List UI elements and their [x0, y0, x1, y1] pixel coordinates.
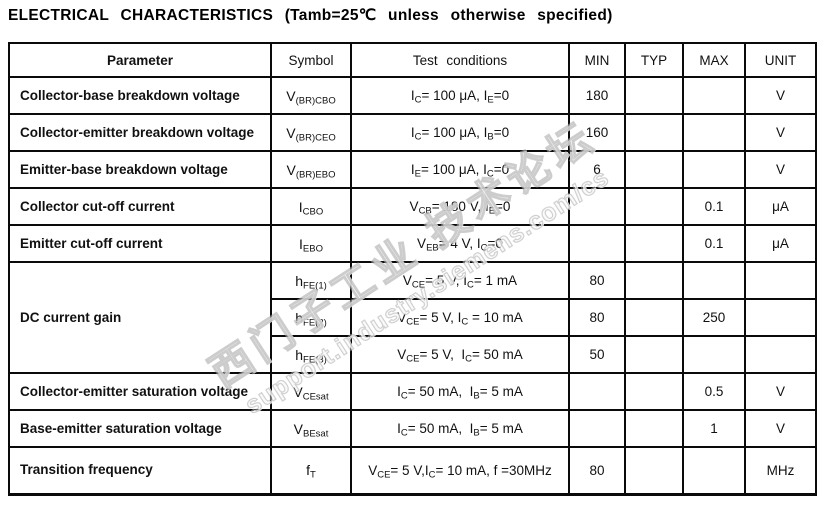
conditions-cell: IC= 100 μA, IE=0: [350, 76, 570, 115]
typ-cell: [624, 298, 684, 337]
max-cell: [682, 113, 746, 152]
conditions-cell: VCE= 5 V, IC= 1 mA: [350, 261, 570, 300]
min-cell: 50: [568, 335, 626, 374]
conditions-cell: IC= 50 mA, IB= 5 mA: [350, 409, 570, 448]
min-cell: [568, 187, 626, 226]
unit-cell: MHz: [744, 446, 817, 495]
symbol-cell: hFE(3): [270, 335, 352, 374]
parameter-cell: Collector-emitter breakdown voltage: [8, 113, 272, 152]
conditions-cell: VCE= 5 V,IC= 10 mA, f =30MHz: [350, 446, 570, 495]
typ-cell: [624, 113, 684, 152]
typ-cell: [624, 224, 684, 263]
min-cell: 80: [568, 298, 626, 337]
symbol-cell: VCEsat: [270, 372, 352, 411]
conditions-cell: IC= 50 mA, IB= 5 mA: [350, 372, 570, 411]
unit-cell: V: [744, 150, 817, 189]
col-header-parameter: Parameter: [8, 42, 272, 78]
max-cell: 0.1: [682, 224, 746, 263]
table-row: Base-emitter saturation voltage VBEsat I…: [8, 409, 817, 448]
unit-cell: V: [744, 113, 817, 152]
symbol-cell: VBEsat: [270, 409, 352, 448]
max-cell: 0.5: [682, 372, 746, 411]
symbol-cell: fT: [270, 446, 352, 495]
parameter-cell: DC current gain: [8, 261, 272, 374]
min-cell: 80: [568, 446, 626, 495]
typ-cell: [624, 76, 684, 115]
unit-cell: [744, 298, 817, 337]
min-cell: 6: [568, 150, 626, 189]
unit-cell: μA: [744, 187, 817, 226]
conditions-cell: IC= 100 μA, IB=0: [350, 113, 570, 152]
max-cell: 250: [682, 298, 746, 337]
table-row: Transition frequency fT VCE= 5 V,IC= 10 …: [8, 446, 817, 495]
page-title: ELECTRICAL CHARACTERISTICS (Tamb=25℃ unl…: [8, 7, 613, 24]
typ-cell: [624, 446, 684, 495]
table-row: DC current gain hFE(1) VCE= 5 V, IC= 1 m…: [8, 261, 817, 374]
min-cell: [568, 224, 626, 263]
col-header-max: MAX: [682, 42, 746, 78]
parameter-cell: Collector-base breakdown voltage: [8, 76, 272, 115]
parameter-cell: Collector cut-off current: [8, 187, 272, 226]
conditions-cell: IE= 100 μA, IC=0: [350, 150, 570, 189]
typ-cell: [624, 261, 684, 300]
max-cell: [682, 335, 746, 374]
symbol-cell: hFE(1): [270, 261, 352, 300]
max-cell: [682, 76, 746, 115]
conditions-cell: VEB= 4 V, IC=0: [350, 224, 570, 263]
col-header-typ: TYP: [624, 42, 684, 78]
table-row: Collector cut-off current ICBO VCB= 180 …: [8, 187, 817, 226]
min-cell: [568, 409, 626, 448]
electrical-characteristics-table: Parameter Symbol Test conditions MIN TYP…: [8, 42, 817, 496]
table-row: Emitter cut-off current IEBO VEB= 4 V, I…: [8, 224, 817, 263]
min-cell: 80: [568, 261, 626, 300]
unit-cell: V: [744, 372, 817, 411]
symbol-cell: ICBO: [270, 187, 352, 226]
col-header-symbol: Symbol: [270, 42, 352, 78]
symbol-cell: V(BR)EBO: [270, 150, 352, 189]
unit-cell: V: [744, 409, 817, 448]
table-body: Collector-base breakdown voltage V(BR)CB…: [8, 76, 817, 495]
table-row: Emitter-base breakdown voltage V(BR)EBO …: [8, 150, 817, 189]
table-header-row: Parameter Symbol Test conditions MIN TYP…: [8, 42, 817, 78]
parameter-cell: Emitter cut-off current: [8, 224, 272, 263]
conditions-cell: VCE= 5 V, IC= 50 mA: [350, 335, 570, 374]
unit-cell: [744, 335, 817, 374]
parameter-cell: Transition frequency: [8, 446, 272, 495]
symbol-cell: V(BR)CBO: [270, 76, 352, 115]
typ-cell: [624, 409, 684, 448]
unit-cell: V: [744, 76, 817, 115]
unit-cell: μA: [744, 224, 817, 263]
unit-cell: [744, 261, 817, 300]
min-cell: [568, 372, 626, 411]
table-row: Collector-emitter breakdown voltage V(BR…: [8, 113, 817, 152]
max-cell: [682, 446, 746, 495]
typ-cell: [624, 187, 684, 226]
col-header-unit: UNIT: [744, 42, 817, 78]
parameter-cell: Base-emitter saturation voltage: [8, 409, 272, 448]
conditions-cell: VCB= 180 V, IE=0: [350, 187, 570, 226]
table-row: Collector-emitter saturation voltage VCE…: [8, 372, 817, 411]
min-cell: 180: [568, 76, 626, 115]
typ-cell: [624, 150, 684, 189]
symbol-cell: IEBO: [270, 224, 352, 263]
typ-cell: [624, 372, 684, 411]
symbol-cell: V(BR)CEO: [270, 113, 352, 152]
max-cell: [682, 261, 746, 300]
table-row: hFE(3) VCE= 5 V, IC= 50 mA 50: [9, 335, 817, 374]
col-header-min: MIN: [568, 42, 626, 78]
max-cell: 0.1: [682, 187, 746, 226]
parameter-cell: Emitter-base breakdown voltage: [8, 150, 272, 189]
max-cell: 1: [682, 409, 746, 448]
table-row: hFE(2) VCE= 5 V, IC = 10 mA 80 250: [9, 298, 817, 337]
max-cell: [682, 150, 746, 189]
col-header-test-conditions: Test conditions: [350, 42, 570, 78]
typ-cell: [624, 335, 684, 374]
parameter-cell: Collector-emitter saturation voltage: [8, 372, 272, 411]
symbol-cell: hFE(2): [270, 298, 352, 337]
min-cell: 160: [568, 113, 626, 152]
conditions-cell: VCE= 5 V, IC = 10 mA: [350, 298, 570, 337]
table-row: Collector-base breakdown voltage V(BR)CB…: [8, 76, 817, 115]
